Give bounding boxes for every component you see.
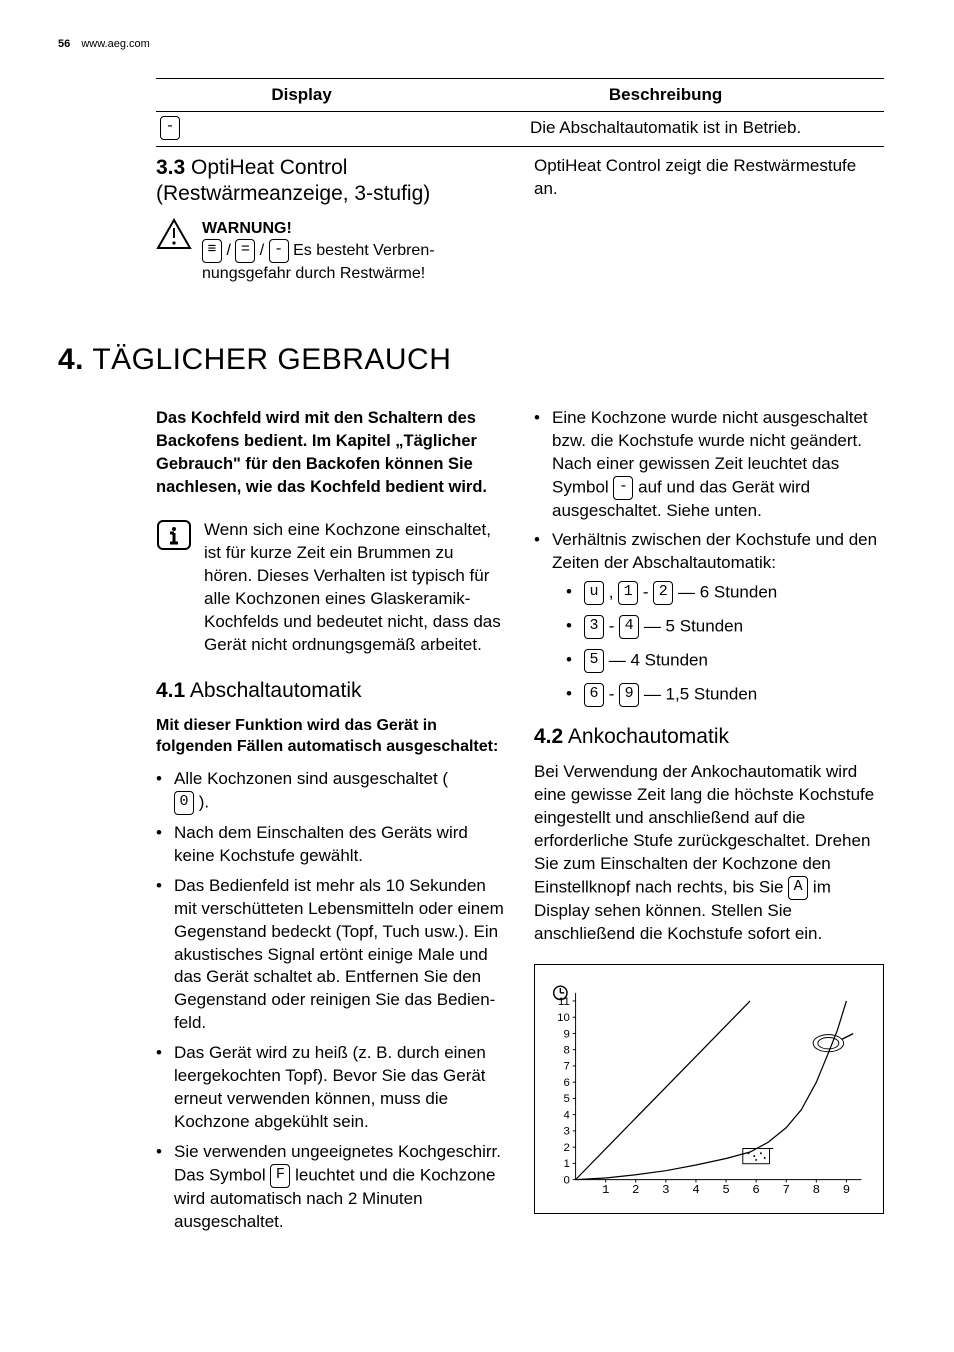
sec42-num: 4.2	[534, 725, 563, 748]
svg-text:2: 2	[632, 1183, 639, 1197]
symbol-dash-icon: -	[160, 116, 180, 140]
th-beschreibung: Beschreibung	[447, 79, 884, 112]
display-table: Display Beschreibung - Die Abschaltautom…	[156, 78, 884, 147]
sec41-title: Abschaltautomatik	[190, 679, 362, 702]
sec42-body: Bei Verwendung der Ankochautomatik wird …	[534, 761, 884, 946]
list-item: Eine Kochzone wurde nicht ausge­schaltet…	[534, 407, 884, 523]
svg-text:7: 7	[783, 1183, 790, 1197]
svg-text:10: 10	[557, 1012, 570, 1024]
warning-text: ≡ / = / - Es besteht Verbren-	[202, 239, 435, 263]
seg-icon: 6	[584, 683, 604, 707]
warning-icon	[156, 218, 192, 250]
svg-text:3: 3	[662, 1183, 669, 1197]
sec41-right-list: Eine Kochzone wurde nicht ausge­schaltet…	[534, 407, 884, 708]
svg-text:6: 6	[564, 1077, 570, 1089]
info-block: Wenn sich eine Kochzone ein­schaltet, is…	[156, 519, 506, 657]
svg-text:6: 6	[752, 1183, 759, 1197]
sec33-right-text: OptiHeat Control zeigt die Restwärme­stu…	[534, 155, 884, 201]
svg-text:11: 11	[558, 996, 570, 1008]
site-url: www.aeg.com	[81, 38, 149, 50]
svg-text:9: 9	[564, 1028, 570, 1040]
list-item: Verhältnis zwischen der Kochstufe und de…	[534, 529, 884, 707]
th-display: Display	[156, 79, 447, 112]
symbol-f-icon: F	[270, 1164, 290, 1188]
seg-icon: 4	[619, 615, 639, 639]
chart-svg: 01234567891011123456789	[547, 977, 871, 1205]
cell-symbol: -	[156, 112, 447, 147]
svg-text:0: 0	[564, 1174, 570, 1186]
sec42-title: Ankochautomatik	[568, 725, 729, 748]
list-item: Das Bedienfeld ist mehr als 10 Sekun­den…	[156, 875, 506, 1036]
svg-text:5: 5	[564, 1093, 570, 1105]
sec33-row: 3.3 OptiHeat Control (Restwärmeanzeige, …	[156, 155, 884, 285]
sec33-num: 3.3	[156, 156, 185, 179]
svg-text:8: 8	[813, 1183, 820, 1197]
left-col: Das Kochfeld wird mit den Schaltern des …	[156, 407, 506, 1241]
warning-block: WARNUNG! ≡ / = / - Es besteht Verbren- n…	[156, 218, 506, 285]
sec33-left: 3.3 OptiHeat Control (Restwärmeanzeige, …	[156, 155, 506, 285]
svg-text:5: 5	[722, 1183, 729, 1197]
svg-text:3: 3	[564, 1126, 570, 1138]
svg-text:4: 4	[564, 1109, 571, 1121]
seg-icon: 9	[619, 683, 639, 707]
list-item: 5 — 4 Stunden	[566, 649, 884, 673]
svg-text:4: 4	[692, 1183, 699, 1197]
chapter-body: Das Kochfeld wird mit den Schaltern des …	[156, 407, 884, 1241]
svg-text:2: 2	[564, 1142, 570, 1154]
warning-body: WARNUNG! ≡ / = / - Es besteht Verbren- n…	[202, 218, 435, 285]
chapter-title: TÄGLICHER GEBRAUCH	[92, 343, 451, 376]
svg-text:7: 7	[564, 1061, 570, 1073]
chapter-heading: 4. TÄGLICHER GEBRAUCH	[58, 343, 884, 377]
svg-text:1: 1	[602, 1183, 609, 1197]
info-icon	[156, 519, 192, 551]
symbol-zero-icon: 0	[174, 791, 194, 815]
heat3-icon: ≡	[202, 239, 222, 263]
seg-icon: 3	[584, 615, 604, 639]
svg-text:9: 9	[843, 1183, 850, 1197]
list-item: Sie verwenden ungeeignetes Kochge­schirr…	[156, 1141, 506, 1234]
intro-paragraph: Das Kochfeld wird mit den Schaltern des …	[156, 407, 506, 499]
symbol-a-icon: A	[788, 876, 808, 900]
list-item: Das Gerät wird zu heiß (z. B. durch ei­n…	[156, 1042, 506, 1134]
seg-icon: 2	[653, 581, 673, 605]
list-item: Nach dem Einschalten des Geräts wird kei…	[156, 822, 506, 868]
display-table-wrap: Display Beschreibung - Die Abschaltautom…	[156, 78, 884, 147]
svg-text:8: 8	[564, 1044, 570, 1056]
sec33-heading: 3.3 OptiHeat Control (Restwärmeanzeige, …	[156, 155, 506, 208]
table-row: - Die Abschaltautomatik ist in Betrieb.	[156, 112, 884, 147]
sec41-heading: 4.1 Abschaltautomatik	[156, 679, 506, 703]
sec33-right: OptiHeat Control zeigt die Restwärme­stu…	[534, 155, 884, 285]
heat1-icon: -	[269, 239, 289, 263]
right-col: Eine Kochzone wurde nicht ausge­schaltet…	[534, 407, 884, 1241]
time-list: u , 1 - 2 — 6 Stunden 3 - 4 — 5 Stunden …	[566, 581, 884, 707]
list-item: 3 - 4 — 5 Stunden	[566, 615, 884, 639]
seg-icon: 5	[584, 649, 604, 673]
list-item: u , 1 - 2 — 6 Stunden	[566, 581, 884, 605]
warning-text-2: nungsgefahr durch Restwärme!	[202, 263, 435, 285]
cell-desc: Die Abschaltautomatik ist in Betrieb.	[447, 112, 884, 147]
sec33-title-l2: (Restwärmeanzeige, 3-stufig)	[156, 182, 430, 205]
svg-text:1: 1	[564, 1158, 570, 1170]
symbol-dash-icon: -	[613, 476, 633, 500]
sec41-num: 4.1	[156, 679, 185, 702]
list-item: Alle Kochzonen sind ausgeschaltet ( 0 ).	[156, 768, 506, 815]
ankoch-chart: 01234567891011123456789	[534, 964, 884, 1214]
sec33-title-l1: OptiHeat Control	[191, 156, 347, 179]
heat2-icon: =	[235, 239, 255, 263]
sec41-lead: Mit dieser Funktion wird das Gerät in fo…	[156, 715, 506, 758]
seg-icon: 1	[618, 581, 638, 605]
sec41-list: Alle Kochzonen sind ausgeschaltet ( 0 ).…	[156, 768, 506, 1234]
page-number: 56	[58, 38, 70, 50]
chapter-num: 4.	[58, 343, 84, 376]
page-header: 56 www.aeg.com	[58, 38, 884, 50]
info-text: Wenn sich eine Kochzone ein­schaltet, is…	[204, 519, 506, 657]
sec42-heading: 4.2 Ankochautomatik	[534, 725, 884, 749]
warning-title: WARNUNG!	[202, 218, 435, 240]
seg-icon: u	[584, 581, 604, 605]
list-item: 6 - 9 — 1,5 Stunden	[566, 683, 884, 707]
